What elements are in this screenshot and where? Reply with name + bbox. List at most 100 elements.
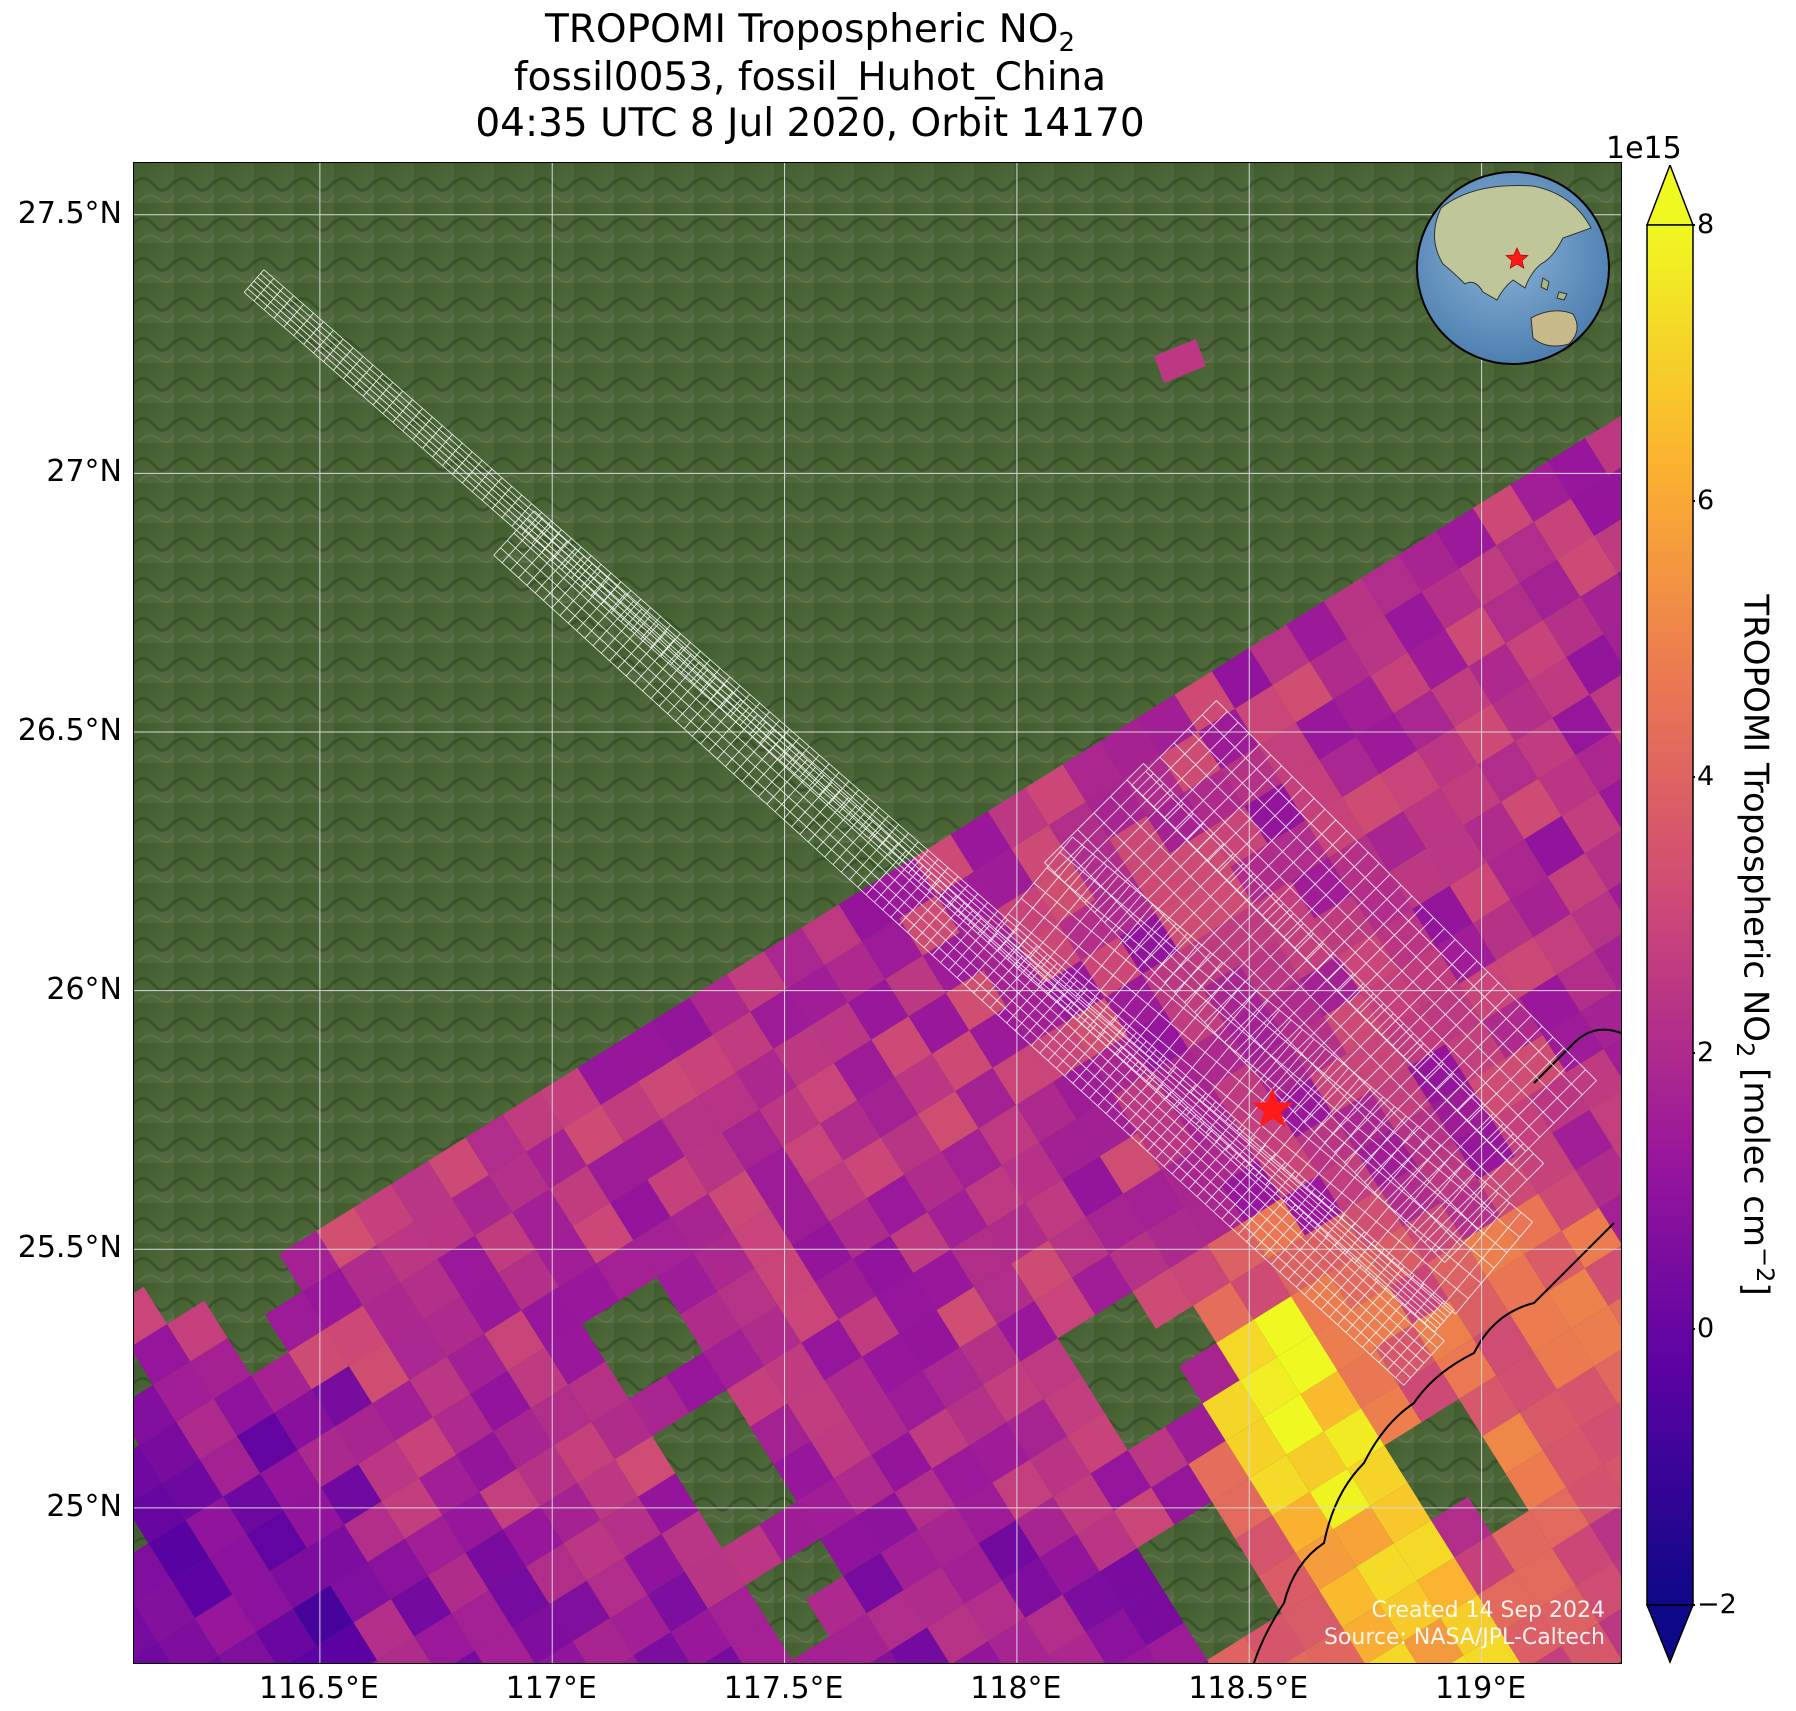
no2-pixel — [834, 1039, 895, 1101]
no2-pixel — [1594, 519, 1621, 574]
no2-pixel — [1393, 1105, 1455, 1166]
no2-pixel — [1062, 1156, 1124, 1217]
no2-pixel — [134, 1604, 158, 1657]
no2-pixel — [1440, 1594, 1501, 1656]
no2-pixel — [1207, 1636, 1261, 1663]
no2-pixel — [1477, 1156, 1539, 1217]
no2-pixel — [493, 1408, 555, 1469]
no2-pixel — [684, 1132, 746, 1194]
map-panel[interactable]: Created 14 Sep 2024 Source: NASA/JPL-Cal… — [133, 162, 1622, 1664]
no2-pixel — [358, 1440, 419, 1502]
no2-pixel — [1617, 571, 1621, 579]
no2-pixel — [731, 1622, 792, 1663]
no2-pixel — [1473, 484, 1534, 546]
swath-line — [1145, 770, 1527, 1152]
no2-pixel — [1463, 1632, 1521, 1663]
no2-pixel — [1393, 689, 1455, 751]
no2-pixel — [1039, 1119, 1100, 1180]
no2-pixel — [1486, 1254, 1548, 1315]
lon-tick-label: 117.5°E — [723, 1671, 844, 1706]
no2-pixel — [684, 1548, 746, 1609]
no2-pixel — [1034, 1277, 1096, 1339]
no2-pixel — [325, 1305, 387, 1367]
no2-pixel — [894, 1468, 956, 1530]
colorbar-label-units: [molec cm — [1735, 1057, 1776, 1248]
no2-pixel — [1398, 1361, 1459, 1423]
colorbar-gradient — [1646, 224, 1694, 1606]
no2-pixel — [843, 1552, 904, 1614]
no2-pixel — [246, 1510, 307, 1572]
no2-pixel — [964, 1580, 1026, 1642]
no2-pixel — [1239, 1356, 1301, 1418]
no2-pixel — [656, 1254, 718, 1315]
no2-pixel — [750, 988, 811, 1049]
no2-pixel — [1193, 1282, 1254, 1343]
no2-pixel — [1510, 461, 1571, 522]
no2-pixel — [750, 1403, 811, 1465]
no2-pixel — [134, 1543, 172, 1604]
swath-line — [1131, 785, 1512, 1166]
no2-pixel — [1519, 1389, 1581, 1451]
no2-pixel — [1389, 1263, 1450, 1325]
no2-pixel — [1211, 647, 1273, 709]
no2-pixel — [1169, 1244, 1231, 1306]
no2-pixel — [792, 1636, 846, 1663]
swath-line — [1216, 700, 1597, 1081]
no2-pixel — [367, 1538, 429, 1600]
no2-pixel — [829, 1198, 890, 1259]
no2-pixel — [1132, 1268, 1194, 1329]
no2-pixel — [698, 1072, 760, 1133]
no2-pixel — [600, 1496, 662, 1558]
no2-pixel — [1608, 467, 1621, 496]
no2-pixel — [722, 1109, 783, 1171]
no2-pixel — [796, 1063, 858, 1124]
no2-pixel — [1617, 1660, 1621, 1663]
no2-pixel — [1524, 1231, 1585, 1292]
no2-pixel — [987, 1618, 1049, 1663]
no2-pixel — [1403, 1618, 1464, 1663]
no2-pixel — [1230, 843, 1292, 905]
no2-pixel — [1389, 848, 1450, 910]
no2-pixel — [1534, 1646, 1573, 1663]
no2-pixel — [778, 1282, 839, 1343]
no2-pixel — [857, 1492, 918, 1553]
no2-pixel — [484, 1310, 545, 1371]
no2-pixel — [209, 1534, 270, 1595]
no2-pixel — [600, 1081, 662, 1143]
no2-pixel — [1505, 620, 1567, 681]
no2-pixel — [1575, 731, 1621, 793]
no2-pixel — [437, 1235, 499, 1297]
no2-pixel — [1025, 1179, 1086, 1241]
no2-pixel — [1557, 536, 1618, 597]
no2-pixel — [726, 1366, 788, 1427]
colorbar-tick-label: 8 — [1697, 209, 1715, 240]
no2-pixel — [530, 1384, 592, 1446]
no2-pixel — [1285, 1650, 1313, 1663]
no2-pixel — [414, 1198, 475, 1259]
no2-pixel — [1379, 750, 1441, 812]
no2-pixel — [1491, 680, 1553, 742]
no2-pixel — [1351, 1286, 1413, 1348]
no2-pixel — [1328, 834, 1389, 896]
no2-pixel — [1417, 1142, 1478, 1203]
no2-pixel — [820, 1100, 881, 1161]
no2-pixel — [488, 1566, 550, 1628]
no2-pixel — [1403, 787, 1464, 849]
no2-pixel — [1547, 1268, 1609, 1329]
no2-pixel — [959, 1324, 1021, 1385]
no2-pixel — [1500, 1608, 1562, 1663]
lon-tick-label: 118.5°E — [1188, 1671, 1309, 1706]
no2-pixel — [1076, 1510, 1138, 1572]
swath-line — [1020, 897, 1482, 1284]
no2-pixel — [1608, 1297, 1621, 1327]
no2-pixel — [936, 1286, 998, 1348]
credit-text: Created 14 Sep 2024 Source: NASA/JPL-Cal… — [1324, 1597, 1605, 1651]
no2-pixel — [866, 1174, 928, 1236]
inset-globe — [1416, 171, 1610, 365]
no2-pixel — [917, 1091, 979, 1152]
no2-pixel — [157, 1618, 219, 1663]
no2-pixel — [537, 1641, 587, 1663]
no2-pixel — [237, 1412, 298, 1474]
no2-pixel — [843, 1137, 904, 1199]
no2-pixel — [488, 1151, 550, 1213]
